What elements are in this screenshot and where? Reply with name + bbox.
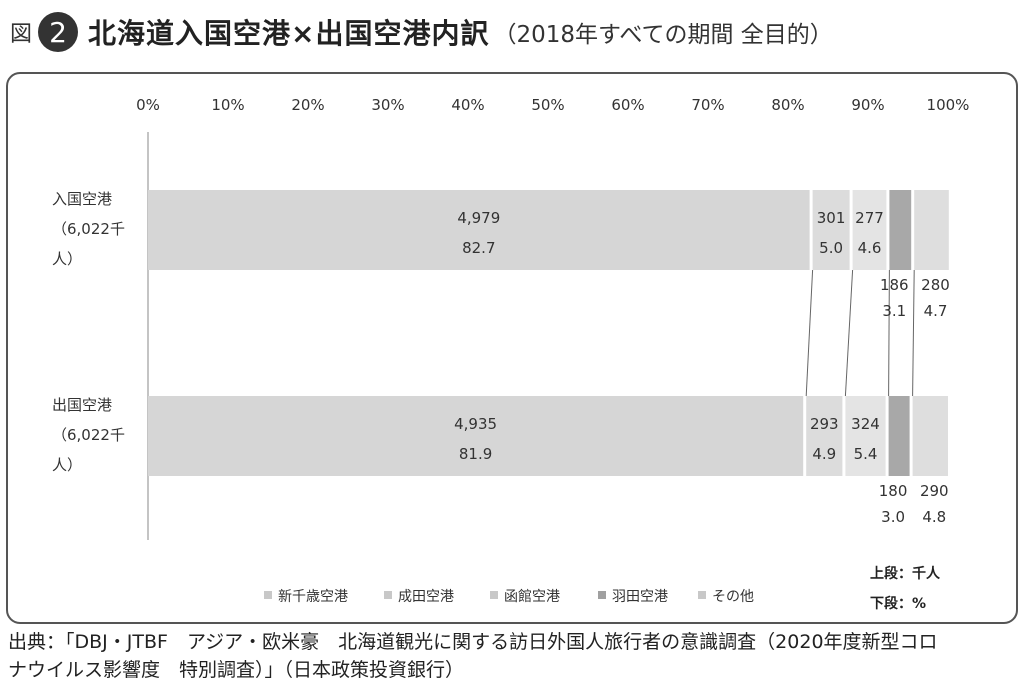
source-line-2: ナウイルス影響度 特別調査）」（日本政策投資銀行） xyxy=(8,659,465,681)
data-label-percent: 81.9 xyxy=(459,445,492,463)
legend-swatch xyxy=(264,591,272,599)
source-note: 出典：「DBJ・JTBF アジア・欧米豪 北海道観光に関する訪日外国人旅行者の意… xyxy=(8,628,1018,684)
unit-note-upper: 上段：千人 xyxy=(870,565,941,582)
x-tick-label: 0% xyxy=(136,96,160,114)
data-label-percent: 5.0 xyxy=(819,239,843,257)
legend-label: 羽田空港 xyxy=(612,589,668,605)
x-tick-label: 80% xyxy=(771,96,804,114)
data-label-value: 280 xyxy=(921,276,950,294)
figure-number-badge: 2 xyxy=(38,12,79,52)
data-label-value: 186 xyxy=(880,276,909,294)
segment-connector xyxy=(912,269,915,397)
x-tick-label: 40% xyxy=(451,96,484,114)
category-label: 人） xyxy=(52,456,82,474)
data-label-percent: 3.1 xyxy=(882,302,906,320)
figure-header: 図 2 北海道入国空港×出国空港内訳 （2018年すべての期間 全目的） xyxy=(10,8,833,56)
segment-connector xyxy=(844,269,854,397)
legend-swatch xyxy=(698,591,706,599)
bar-segment xyxy=(889,190,912,270)
stacked-bar-chart: 0% 10% 20% 30% 40% 50% 60% 70% 80% 90% 100% 入国空港 （6,… xyxy=(52,96,970,612)
data-label-value: 301 xyxy=(817,209,846,227)
bar-segment xyxy=(148,396,804,476)
x-tick-label: 20% xyxy=(291,96,324,114)
legend-swatch xyxy=(598,591,606,599)
figure-label: 図 xyxy=(10,22,33,47)
data-label-value: 180 xyxy=(879,482,908,500)
legend-label: 函館空港 xyxy=(504,588,560,605)
x-tick-label: 30% xyxy=(371,96,404,114)
x-tick-label: 60% xyxy=(611,96,644,114)
data-label-percent: 3.0 xyxy=(881,508,905,526)
chart-title: 北海道入国空港×出国空港内訳 xyxy=(88,17,490,50)
x-tick-label: 70% xyxy=(691,96,724,114)
bar-segment xyxy=(914,190,949,270)
x-tick-label: 90% xyxy=(851,96,884,114)
legend-swatch xyxy=(490,591,498,599)
bar-segment xyxy=(812,190,850,270)
data-label-percent: 5.4 xyxy=(854,445,878,463)
data-label-value: 293 xyxy=(810,415,839,433)
x-tick-label: 50% xyxy=(531,96,564,114)
chart-panel: 0% 10% 20% 30% 40% 50% 60% 70% 80% 90% 100% 入国空港 （6,… xyxy=(6,72,1018,624)
x-tick-label: 10% xyxy=(211,96,244,114)
bar-segment xyxy=(912,396,948,476)
chart-subtitle: （2018年すべての期間 全目的） xyxy=(493,22,833,48)
data-label-value: 290 xyxy=(920,482,949,500)
data-label-percent: 4.9 xyxy=(812,445,836,463)
category-label: 入国空港 xyxy=(52,190,112,208)
data-label-value: 4,935 xyxy=(454,415,497,433)
legend-label: その他 xyxy=(712,589,754,605)
bar-segment xyxy=(852,190,887,270)
source-line-1: 出典：「DBJ・JTBF アジア・欧米豪 北海道観光に関する訪日外国人旅行者の意… xyxy=(8,631,938,653)
category-label: （6,022千 xyxy=(52,220,125,238)
category-label: （6,022千 xyxy=(52,426,125,444)
legend-label: 成田空港 xyxy=(398,589,454,605)
bar-segment xyxy=(845,396,886,476)
data-label-percent: 4.7 xyxy=(924,302,948,320)
unit-note-lower: 下段：% xyxy=(870,595,926,612)
data-label-value: 277 xyxy=(855,209,884,227)
x-tick-label: 100% xyxy=(927,96,970,114)
legend-swatch xyxy=(384,591,392,599)
data-label-value: 4,979 xyxy=(457,209,500,227)
segment-connector xyxy=(888,269,890,397)
segment-connector xyxy=(805,269,814,397)
data-label-percent: 82.7 xyxy=(462,239,495,257)
data-label-value: 324 xyxy=(851,415,880,433)
bar-segment xyxy=(888,396,910,476)
category-label: 人） xyxy=(52,250,82,268)
bar-segment xyxy=(148,190,810,270)
bar-segment xyxy=(806,396,843,476)
data-label-percent: 4.6 xyxy=(858,239,882,257)
category-label: 出国空港 xyxy=(52,396,112,414)
data-label-percent: 4.8 xyxy=(922,508,946,526)
legend-label: 新千歳空港 xyxy=(278,589,348,605)
